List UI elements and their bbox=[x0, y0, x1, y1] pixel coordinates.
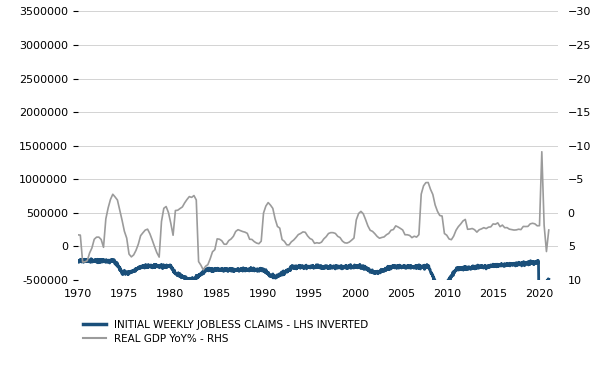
Legend: INITIAL WEEKLY JOBLESS CLAIMS - LHS INVERTED, REAL GDP YoY% - RHS: INITIAL WEEKLY JOBLESS CLAIMS - LHS INVE… bbox=[83, 320, 369, 344]
